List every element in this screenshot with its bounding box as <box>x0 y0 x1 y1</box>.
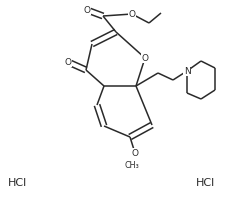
Text: HCl: HCl <box>8 178 27 188</box>
Text: CH₃: CH₃ <box>125 161 139 169</box>
Text: O: O <box>64 58 72 67</box>
Text: O: O <box>142 54 148 62</box>
Text: O: O <box>128 9 135 19</box>
Text: HCl: HCl <box>196 178 215 188</box>
Text: O: O <box>132 149 138 157</box>
Text: N: N <box>184 67 190 75</box>
Text: O: O <box>84 6 90 15</box>
